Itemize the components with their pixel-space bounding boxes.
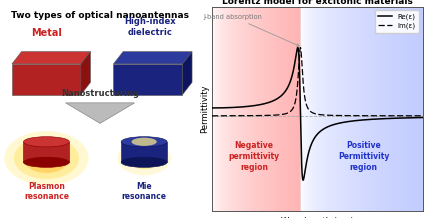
Im(ε) xyxy=(413,114,418,117)
Im(ε) xyxy=(374,114,380,117)
Line: Im(ε): Im(ε) xyxy=(211,48,422,116)
Ellipse shape xyxy=(117,141,170,175)
Text: Metal: Metal xyxy=(31,28,62,38)
Im(ε) xyxy=(306,109,311,111)
Ellipse shape xyxy=(121,157,167,167)
Re(ε) xyxy=(311,136,317,139)
Polygon shape xyxy=(113,52,192,64)
Text: Nanostructuring: Nanostructuring xyxy=(61,89,139,98)
Re(ε) xyxy=(294,46,299,49)
Ellipse shape xyxy=(23,157,69,167)
Ellipse shape xyxy=(23,137,69,147)
Re(ε) xyxy=(300,179,305,182)
Text: Mie
resonance: Mie resonance xyxy=(121,182,166,201)
Re(ε) xyxy=(375,118,380,120)
X-axis label: Wavelength (nm): Wavelength (nm) xyxy=(280,217,353,218)
Im(ε) xyxy=(297,46,302,49)
Ellipse shape xyxy=(14,137,79,179)
Legend: Re(ε), Im(ε): Re(ε), Im(ε) xyxy=(374,10,418,33)
Polygon shape xyxy=(121,142,167,162)
Re(ε) xyxy=(306,150,311,152)
Polygon shape xyxy=(81,52,90,95)
Title: Lorentz model for excitonic materials: Lorentz model for excitonic materials xyxy=(222,0,412,6)
Polygon shape xyxy=(12,64,81,95)
Text: Plasmon
resonance: Plasmon resonance xyxy=(24,182,69,201)
Re(ε) xyxy=(419,116,424,119)
Y-axis label: Permittivity: Permittivity xyxy=(200,85,209,133)
Ellipse shape xyxy=(127,147,161,169)
Text: J-band absorption: J-band absorption xyxy=(203,14,299,46)
Polygon shape xyxy=(113,64,182,95)
Text: High-index
dielectric: High-index dielectric xyxy=(124,17,175,37)
Ellipse shape xyxy=(131,138,156,146)
Line: Re(ε): Re(ε) xyxy=(211,48,422,180)
Im(ε) xyxy=(311,112,317,115)
Re(ε) xyxy=(220,107,225,109)
Im(ε) xyxy=(413,114,418,117)
Ellipse shape xyxy=(4,131,88,185)
Im(ε) xyxy=(419,114,424,117)
Polygon shape xyxy=(66,103,134,123)
Text: Positive
Permittivity
region: Positive Permittivity region xyxy=(337,141,389,172)
Ellipse shape xyxy=(121,137,167,147)
Re(ε) xyxy=(209,107,214,109)
Re(ε) xyxy=(413,116,418,119)
Ellipse shape xyxy=(23,143,69,173)
Text: Negative
permittivity
region: Negative permittivity region xyxy=(228,141,279,172)
Polygon shape xyxy=(182,52,192,95)
Polygon shape xyxy=(12,52,90,64)
Text: Two types of optical nanoantennas: Two types of optical nanoantennas xyxy=(11,11,189,20)
Im(ε) xyxy=(220,114,225,117)
Im(ε) xyxy=(209,114,214,117)
Polygon shape xyxy=(23,142,69,162)
Re(ε) xyxy=(413,116,418,119)
